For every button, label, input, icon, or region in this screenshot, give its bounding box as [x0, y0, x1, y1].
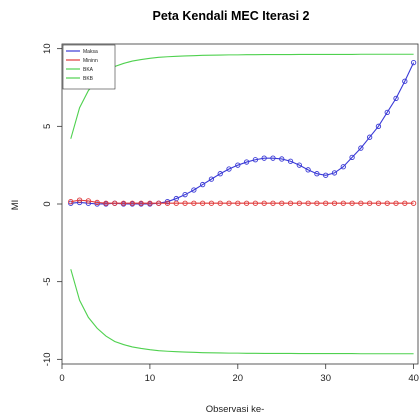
point-maksa	[393, 95, 399, 102]
series-layer	[68, 53, 417, 355]
point-maksa	[402, 78, 408, 84]
point-maksa	[349, 154, 355, 161]
point-mininn	[305, 200, 311, 206]
point-mininn	[129, 200, 135, 206]
point-mininn	[68, 199, 74, 205]
point-maksa	[287, 158, 294, 164]
point-mininn	[103, 200, 109, 206]
point-mininn	[367, 200, 373, 206]
series-line-bka	[70, 53, 414, 139]
point-mininn	[191, 200, 197, 206]
series-line-maksa	[70, 62, 415, 205]
point-mininn	[410, 200, 417, 206]
point-maksa	[384, 109, 390, 115]
point-maksa	[68, 200, 74, 206]
point-maksa	[323, 172, 329, 178]
point-mininn	[138, 200, 144, 206]
point-mininn	[217, 200, 223, 206]
point-maksa	[235, 162, 241, 168]
y-tick-label: 5	[42, 124, 53, 129]
x-tick-label: 40	[408, 373, 419, 384]
point-maksa	[261, 155, 267, 161]
point-mininn	[235, 200, 241, 206]
point-mininn	[199, 200, 206, 206]
point-mininn	[164, 200, 171, 206]
point-mininn	[261, 200, 267, 206]
point-maksa	[252, 157, 259, 163]
point-maksa	[331, 170, 338, 176]
point-mininn	[94, 199, 100, 206]
point-maksa	[305, 167, 311, 173]
point-mininn	[156, 200, 162, 206]
point-maksa	[410, 59, 417, 66]
point-mininn	[323, 200, 329, 206]
legend-label-bkb: BKB	[83, 76, 94, 82]
point-maksa	[375, 123, 382, 129]
point-mininn	[147, 200, 153, 206]
point-mininn	[252, 200, 259, 206]
point-maksa	[164, 199, 171, 205]
point-mininn	[120, 200, 127, 206]
point-maksa	[226, 166, 232, 172]
point-maksa	[367, 134, 373, 140]
legend-label-mininn: Mininn	[83, 58, 98, 64]
point-maksa	[208, 176, 215, 182]
point-maksa	[314, 171, 320, 177]
point-mininn	[340, 200, 346, 206]
point-maksa	[296, 162, 302, 168]
series-line-bkb	[70, 269, 414, 355]
x-axis-label: Observasi ke-	[206, 404, 265, 415]
axis-layer: 0 10 20 30 40 -10 -5 0 5 10	[42, 43, 419, 384]
x-tick-label: 30	[320, 373, 331, 384]
y-axis-label: MI	[10, 200, 21, 211]
point-maksa	[94, 201, 100, 207]
x-tick-label: 20	[233, 373, 244, 384]
point-mininn	[402, 200, 408, 206]
point-mininn	[243, 200, 250, 206]
legend-label-bka: BKA	[83, 67, 94, 73]
point-mininn	[279, 200, 285, 206]
point-mininn	[182, 200, 188, 206]
legend-label-maksa: Maksa	[83, 49, 98, 55]
chart-title: Peta Kendali MEC Iterasi 2	[152, 9, 309, 23]
point-maksa	[191, 187, 197, 193]
y-tick-label: -5	[42, 277, 53, 285]
point-mininn	[296, 200, 302, 206]
point-mininn	[331, 200, 338, 206]
point-maksa	[279, 156, 285, 162]
legend-box	[62, 44, 116, 90]
point-mininn	[226, 200, 232, 206]
y-tick-label: 10	[42, 43, 53, 54]
point-maksa	[270, 155, 276, 161]
point-mininn	[173, 200, 179, 206]
x-tick-label: 0	[59, 373, 64, 384]
point-mininn	[208, 200, 215, 206]
point-mininn	[270, 200, 276, 206]
y-tick-label: -10	[42, 352, 53, 366]
legend: Maksa Mininn BKA BKB	[62, 44, 116, 90]
series-line-mininn	[70, 199, 414, 204]
point-mininn	[393, 200, 399, 206]
y-tick-label: 0	[42, 201, 53, 206]
point-mininn	[85, 198, 92, 204]
point-mininn	[384, 200, 390, 206]
point-maksa	[340, 164, 346, 170]
point-maksa	[199, 181, 206, 188]
point-maksa	[217, 171, 223, 177]
point-maksa	[358, 145, 364, 151]
point-mininn	[76, 197, 83, 203]
point-mininn	[375, 200, 382, 206]
x-tick-label: 10	[145, 373, 156, 384]
point-mininn	[287, 200, 294, 206]
point-mininn	[314, 200, 320, 206]
point-mininn	[358, 200, 364, 206]
point-maksa	[182, 192, 188, 198]
point-mininn	[349, 200, 355, 206]
point-maksa	[243, 159, 250, 165]
point-mininn	[112, 200, 118, 206]
